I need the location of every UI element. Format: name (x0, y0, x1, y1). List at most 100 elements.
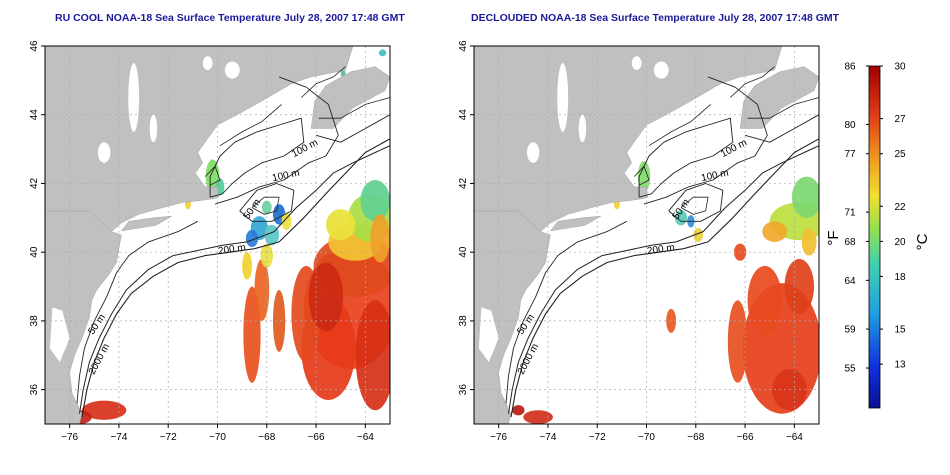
y-tick-label: 40 (458, 246, 469, 258)
c-ns-outer (744, 114, 819, 143)
c-georges-inner (680, 196, 709, 215)
c-maine (648, 104, 711, 147)
y-tick-label: 36 (458, 384, 469, 396)
x-tick-label: −68 (687, 432, 704, 443)
fahrenheit-label: 55 (844, 364, 856, 375)
x-tick-label: −64 (357, 432, 374, 443)
left-map-title: RU COOL NOAA-18 Sea Surface Temperature … (55, 12, 405, 24)
sst-patch (260, 243, 273, 268)
lake (128, 63, 140, 132)
left-sst-layer (52, 49, 390, 424)
c-100-shelf (214, 76, 339, 205)
celsius-label: 22 (894, 202, 906, 213)
y-tick-label: 42 (29, 177, 40, 189)
sst-patch (370, 214, 390, 263)
c-maine (219, 104, 282, 147)
left-bathymetry-contours (76, 66, 390, 418)
c-50 (505, 220, 628, 404)
fahrenheit-label: 86 (844, 62, 856, 73)
celsius-label: 27 (894, 114, 906, 125)
x-tick-label: −72 (589, 432, 606, 443)
c-georges-inner (251, 196, 280, 215)
sst-patch (325, 209, 356, 241)
right-map-title: DECLOUDED NOAA-18 Sea Surface Temperatur… (471, 12, 840, 24)
c-100-gulf (638, 117, 734, 198)
c-cape (633, 165, 650, 186)
sst-patch (512, 405, 525, 416)
land-long-island (549, 215, 602, 232)
lake (526, 142, 540, 163)
sst-patch (523, 410, 553, 424)
fahrenheit-label: 71 (844, 208, 856, 219)
chesapeake-bay (478, 307, 499, 363)
celsius-unit: °C (914, 233, 931, 250)
y-tick-label: 46 (458, 40, 469, 52)
left-grid (45, 46, 390, 424)
lake (224, 61, 240, 79)
land-mid-atlantic (45, 210, 122, 424)
celsius-label: 20 (894, 237, 906, 248)
sst-patch (762, 221, 787, 242)
sst-patch (355, 300, 390, 411)
fahrenheit-label: 59 (844, 325, 856, 336)
c-2000 (510, 138, 819, 418)
sst-patch (254, 259, 270, 321)
land-new-england (45, 46, 354, 232)
fahrenheit-label: 68 (844, 237, 856, 248)
right-map-panel: 100 m 100 m 50 m 200 m 50 m 2000 m −76 −74 −72 −7… (458, 40, 820, 443)
y-tick-label: 44 (458, 109, 469, 121)
c-2000 (81, 138, 390, 418)
left-map-panel: 100 m 100 m 50 m 200 m 50 m 2000 m −76 −74 −72 −7… (29, 40, 391, 443)
x-tick-label: −66 (737, 432, 754, 443)
c-200 (508, 145, 819, 414)
colorbar-svg: 86 80 77 71 68 64 59 55 30 27 25 22 20 18 15 13 °F °C (825, 62, 931, 409)
c-bay (730, 66, 775, 98)
y-tick-label: 38 (458, 315, 469, 327)
sst-patch (308, 262, 344, 332)
c-100-gulf (209, 117, 305, 198)
x-tick-label: −68 (258, 432, 275, 443)
sst-patch (245, 229, 259, 248)
c-georges (239, 183, 295, 222)
c-100-shelf (643, 76, 768, 205)
x-tick-label: −76 (490, 432, 507, 443)
sst-patch (243, 286, 261, 383)
fahrenheit-unit: °F (826, 230, 842, 245)
c-50 (76, 220, 199, 404)
x-tick-label: −74 (110, 432, 127, 443)
fahrenheit-label: 80 (844, 120, 856, 131)
land-long-island (120, 215, 173, 232)
x-tick-label: −70 (638, 432, 655, 443)
land-mid-atlantic (474, 210, 551, 424)
sst-patch (378, 49, 387, 57)
lake (653, 61, 669, 79)
y-tick-label: 38 (29, 315, 40, 327)
celsius-label: 25 (894, 149, 906, 160)
c-ns-inner (747, 97, 819, 119)
y-tick-label: 42 (458, 177, 469, 189)
sst-patch (801, 228, 817, 256)
c-ns-inner (318, 97, 390, 119)
c-bay (301, 66, 346, 98)
lake (97, 142, 111, 163)
c-georges (668, 183, 724, 222)
x-tick-label: −76 (61, 432, 78, 443)
chesapeake-bay (49, 307, 70, 363)
y-tick-label: 46 (29, 40, 40, 52)
celsius-label: 30 (894, 62, 906, 73)
y-tick-label: 44 (29, 109, 40, 121)
sst-patch (727, 300, 748, 383)
lake (202, 56, 213, 71)
sst-patch (360, 180, 390, 222)
celsius-label: 13 (894, 360, 906, 371)
right-grid (474, 46, 819, 424)
sst-patch (784, 259, 815, 315)
y-tick-label: 40 (29, 246, 40, 258)
lake (149, 114, 158, 143)
sst-patch (272, 289, 286, 352)
sst-patch (791, 176, 819, 218)
sst-patch (666, 308, 677, 333)
land-new-england (474, 46, 783, 232)
